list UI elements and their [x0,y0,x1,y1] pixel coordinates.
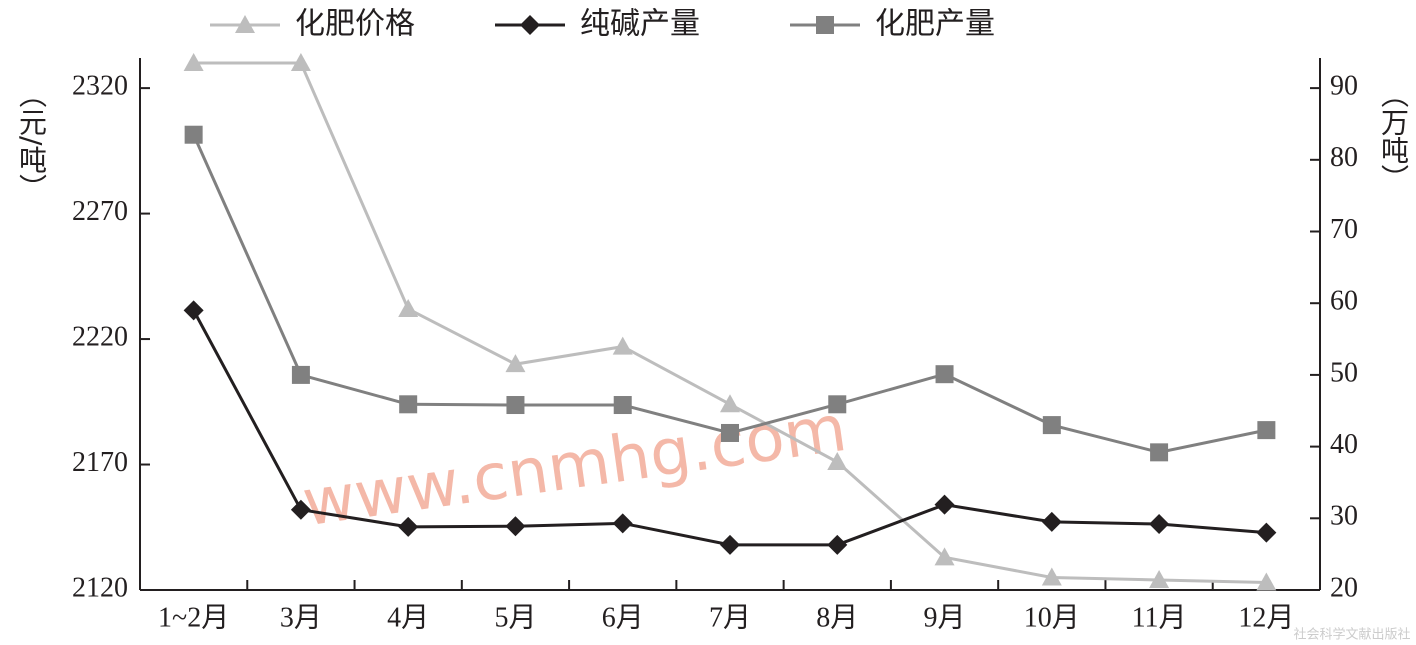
data-point [1041,567,1062,586]
data-point [828,395,847,414]
data-point [1149,569,1170,588]
x-tick-label: 1~2月 [158,602,229,633]
data-point [721,423,739,442]
x-tick-label: 4月 [387,602,429,633]
data-point [1256,572,1277,591]
data-point [398,516,419,537]
watermark: www.cnmhg.com [298,392,851,542]
y2-tick-label: 60 [1330,286,1358,317]
y-tick-label: 2270 [72,196,128,227]
y2-tick-label: 80 [1330,142,1358,173]
data-point [934,494,955,515]
data-point [1150,443,1169,462]
y2-tick-label: 20 [1330,572,1358,603]
y-tick-label: 2120 [72,572,128,603]
data-point [1257,421,1276,440]
x-tick-label: 5月 [494,602,536,633]
data-point [183,53,204,72]
data-point [1149,514,1170,535]
y2-tick-label: 40 [1330,429,1358,460]
data-point [290,499,311,520]
legend-marker [235,15,255,33]
legend-marker [816,16,834,34]
x-tick-label: 7月 [709,602,751,633]
y-tick-label: 2220 [72,321,128,352]
data-point [827,452,848,471]
legend-marker [520,15,540,35]
data-point [612,513,633,534]
data-point [184,125,203,144]
data-point [505,516,526,537]
x-tick-label: 11月 [1132,602,1187,633]
y2-tick-label: 50 [1330,357,1358,388]
data-point [1041,511,1062,532]
y-axis-label: （元/吨） [15,80,48,201]
data-point [935,365,954,384]
data-point [506,396,525,415]
x-tick-label: 8月 [816,602,858,633]
data-point [1256,522,1277,543]
y2-tick-label: 70 [1330,214,1358,245]
data-point [290,53,311,72]
data-point [398,298,419,317]
data-point [1042,416,1061,435]
y-tick-label: 2170 [72,447,128,478]
legend-label: 纯碱产量 [580,7,700,42]
y-tick-label: 2320 [72,71,128,102]
y2-axis-label: （万吨） [1377,80,1410,192]
data-point [934,547,955,566]
x-tick-label: 12月 [1238,602,1294,633]
data-point [183,300,204,321]
data-point [505,354,526,373]
data-point [827,534,848,555]
data-point [399,395,418,414]
data-point [720,394,740,413]
y2-tick-label: 30 [1330,501,1358,532]
x-tick-label: 3月 [280,602,322,633]
x-tick-label: 10月 [1024,602,1080,633]
data-point [291,365,310,384]
y2-tick-label: 90 [1330,71,1358,102]
data-point [613,396,632,415]
data-point [612,336,633,355]
data-point [720,534,740,555]
x-tick-label: 9月 [924,602,966,633]
x-tick-label: 6月 [602,602,644,633]
legend-label: 化肥价格 [295,7,415,42]
source-note: 社会科学文献出版社 [1293,627,1410,643]
legend-label: 化肥产量 [875,7,995,42]
